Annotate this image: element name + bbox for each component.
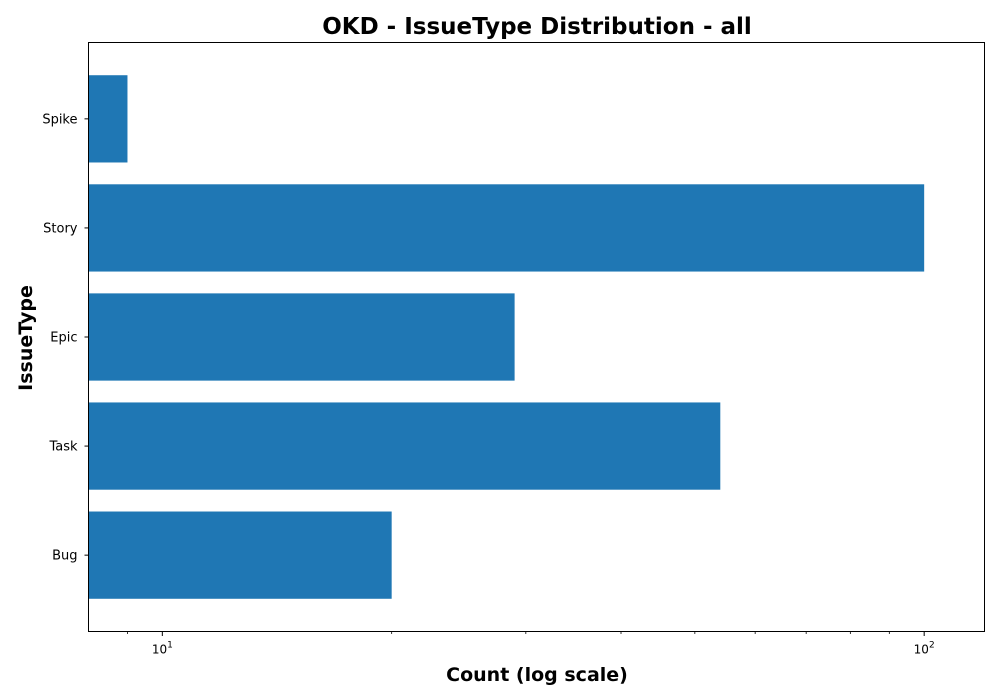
x-axis-label: Count (log scale) bbox=[446, 664, 628, 686]
y-tick-label-bug: Bug bbox=[52, 549, 77, 564]
y-axis-label: IssueType bbox=[15, 285, 37, 391]
bar-story bbox=[88, 184, 925, 272]
bars-group bbox=[88, 75, 925, 599]
y-tick-label-epic: Epic bbox=[50, 331, 77, 346]
x-tick-label: 102 bbox=[914, 641, 935, 657]
y-tick-label-spike: Spike bbox=[42, 112, 77, 127]
y-tick-label-task: Task bbox=[48, 440, 78, 455]
x-ticks-group: 101 102 bbox=[127, 631, 935, 657]
bar-bug bbox=[88, 511, 392, 599]
y-ticks-group: Bug Task Epic Story Spike bbox=[42, 112, 89, 564]
y-tick-label-story: Story bbox=[43, 221, 78, 236]
x-tick-label: 101 bbox=[152, 641, 173, 657]
chart-title: OKD - IssueType Distribution - all bbox=[322, 14, 752, 40]
plot-frame bbox=[88, 42, 985, 632]
bar-epic bbox=[88, 293, 515, 381]
bar-spike bbox=[88, 75, 128, 163]
bar-task bbox=[88, 402, 721, 490]
